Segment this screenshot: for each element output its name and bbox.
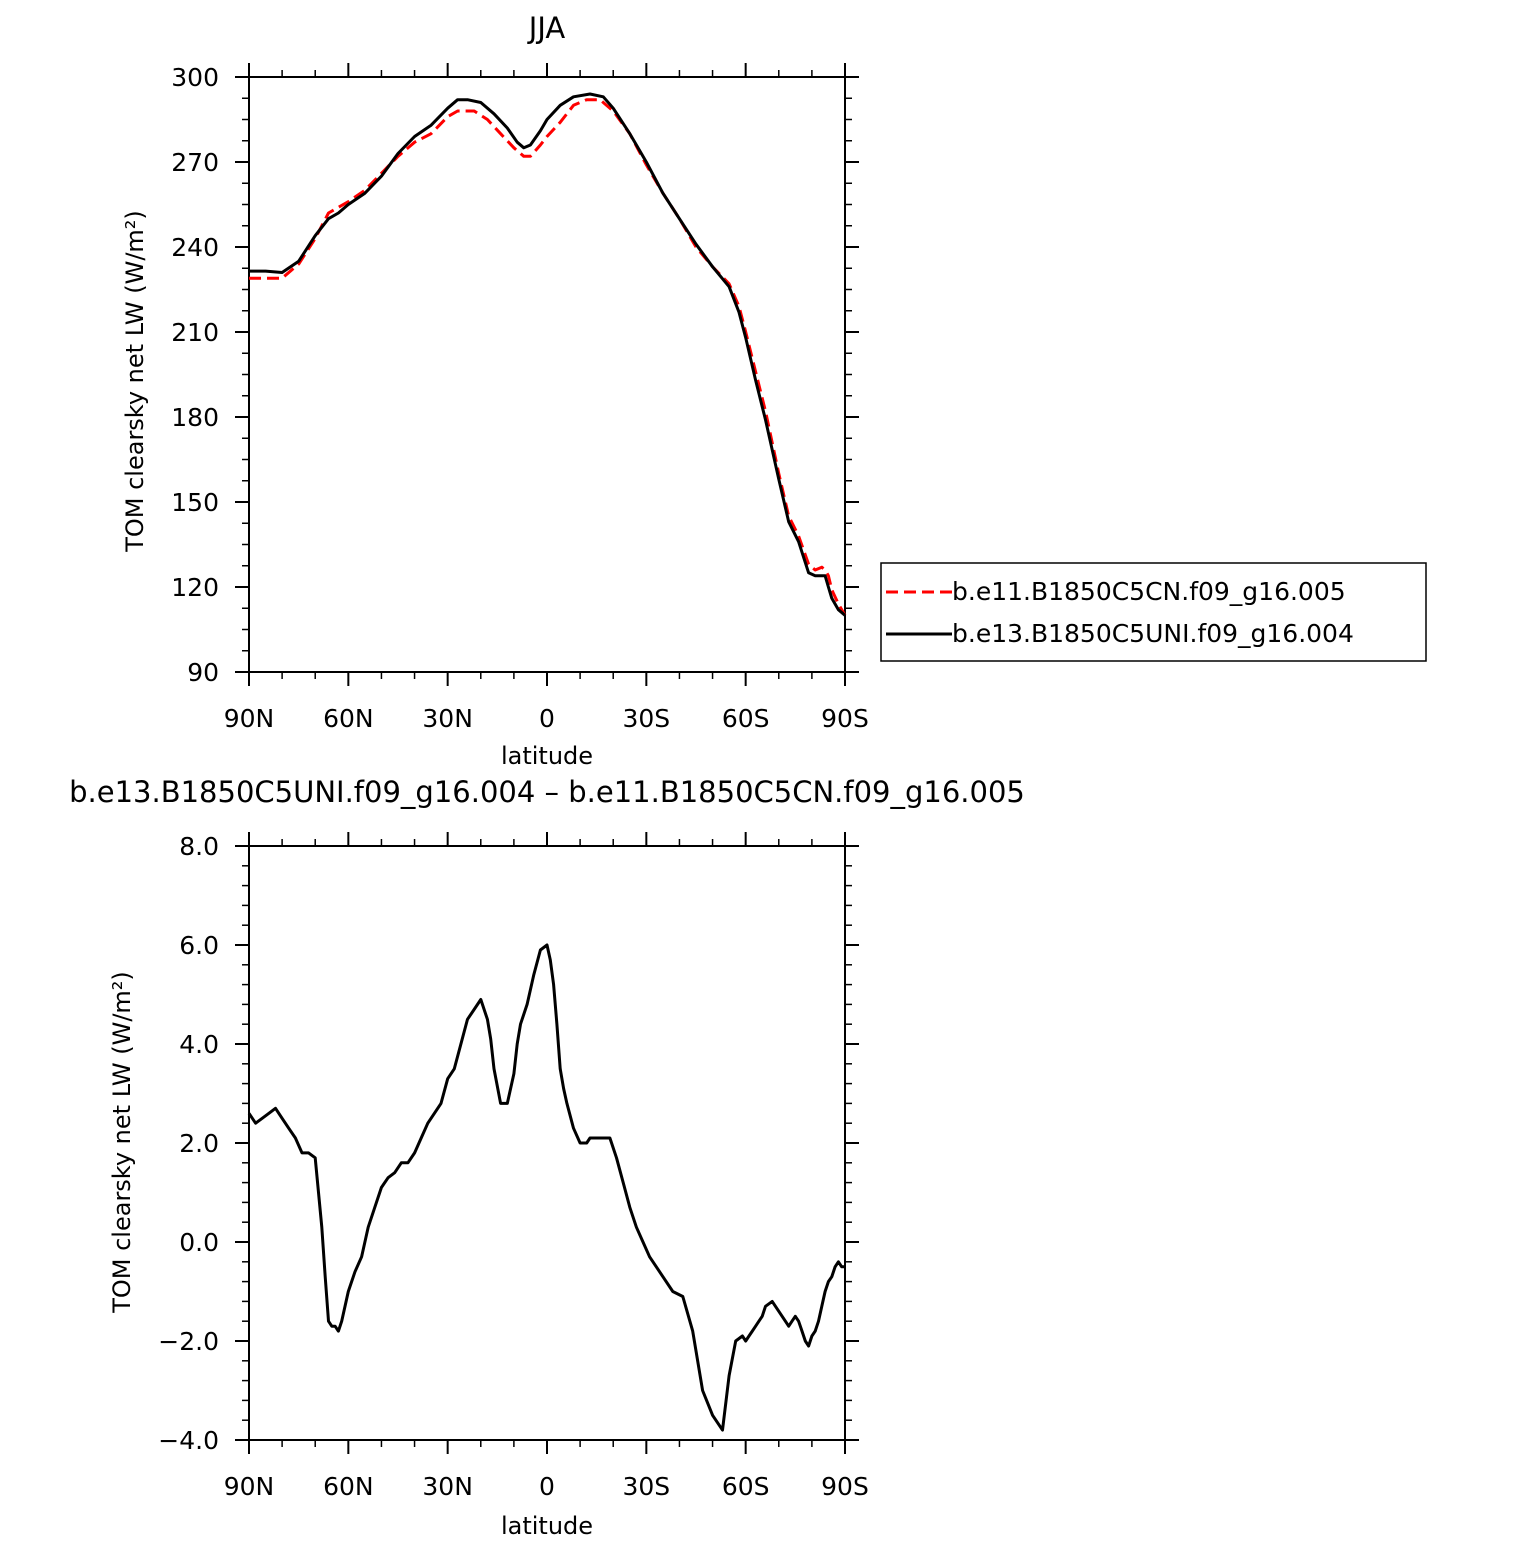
x-tick-label: 60S <box>722 704 770 733</box>
y-tick-label: 4.0 <box>179 1030 219 1059</box>
y-tick-label: 150 <box>171 488 219 517</box>
series-line-0 <box>249 98 847 617</box>
bottom-title: b.e13.B1850C5UNI.f09_g16.004 – b.e11.B18… <box>69 775 1025 809</box>
y-tick-label: −4.0 <box>158 1426 219 1455</box>
y-tick-label: 300 <box>171 63 219 92</box>
bottom-ylabel: TOM clearsky net LW (W/m²) <box>108 971 136 1314</box>
bottom-panel: b.e13.B1850C5UNI.f09_g16.004 – b.e11.B18… <box>69 775 1025 1540</box>
y-tick-label: 8.0 <box>179 832 219 861</box>
series-line-0 <box>247 943 845 1432</box>
x-tick-label: 90N <box>224 704 275 733</box>
x-tick-label: 0 <box>539 1472 555 1501</box>
y-tick-label: 90 <box>187 658 219 687</box>
x-tick-label: 30N <box>422 1472 473 1501</box>
x-tick-label: 90S <box>821 1472 869 1501</box>
legend-label-0: b.e11.B1850C5CN.f09_g16.005 <box>952 577 1346 606</box>
y-tick-label: 2.0 <box>179 1129 219 1158</box>
y-tick-label: 120 <box>171 573 219 602</box>
top-title: JJA <box>527 11 566 45</box>
x-tick-label: 30S <box>622 1472 670 1501</box>
bottom-plot-area: −4.0 −2.0 0.0 2.0 4.0 6.0 8.0 90N 60N 30N 0 30S 60S 9… <box>158 832 869 1501</box>
x-tick-label: 60N <box>323 1472 374 1501</box>
top-xlabel: latitude <box>501 742 593 770</box>
y-tick-label: 6.0 <box>179 931 219 960</box>
series-line-1 <box>249 92 846 617</box>
y-tick-label: −2.0 <box>158 1327 219 1356</box>
y-tick-label: 210 <box>171 318 219 347</box>
bottom-xlabel: latitude <box>501 1512 593 1540</box>
top-plot-area: 90 120 150 180 210 240 270 300 90N 60N 30N 0 30S 60S 9… <box>171 63 869 733</box>
x-tick-label: 60S <box>722 1472 770 1501</box>
legend: b.e11.B1850C5CN.f09_g16.005 b.e13.B1850C… <box>880 562 1427 662</box>
x-tick-label: 0 <box>539 704 555 733</box>
x-tick-label: 30N <box>422 704 473 733</box>
top-ylabel: TOM clearsky net LW (W/m²) <box>121 210 149 553</box>
x-tick-label: 90N <box>224 1472 275 1501</box>
y-tick-label: 270 <box>171 148 219 177</box>
x-tick-label: 60N <box>323 704 374 733</box>
legend-box <box>880 562 1427 662</box>
legend-label-1: b.e13.B1850C5UNI.f09_g16.004 <box>952 619 1354 648</box>
plot-frame <box>248 845 846 1441</box>
y-tick-label: 180 <box>171 403 219 432</box>
x-tick-label: 90S <box>821 704 869 733</box>
y-tick-label: 240 <box>171 233 219 262</box>
y-tick-label: 0.0 <box>179 1228 219 1257</box>
top-panel: JJA 90 120 150 180 210 240 270 300 90N 60N 30N 0 30S… <box>121 11 869 770</box>
x-tick-label: 30S <box>622 704 670 733</box>
